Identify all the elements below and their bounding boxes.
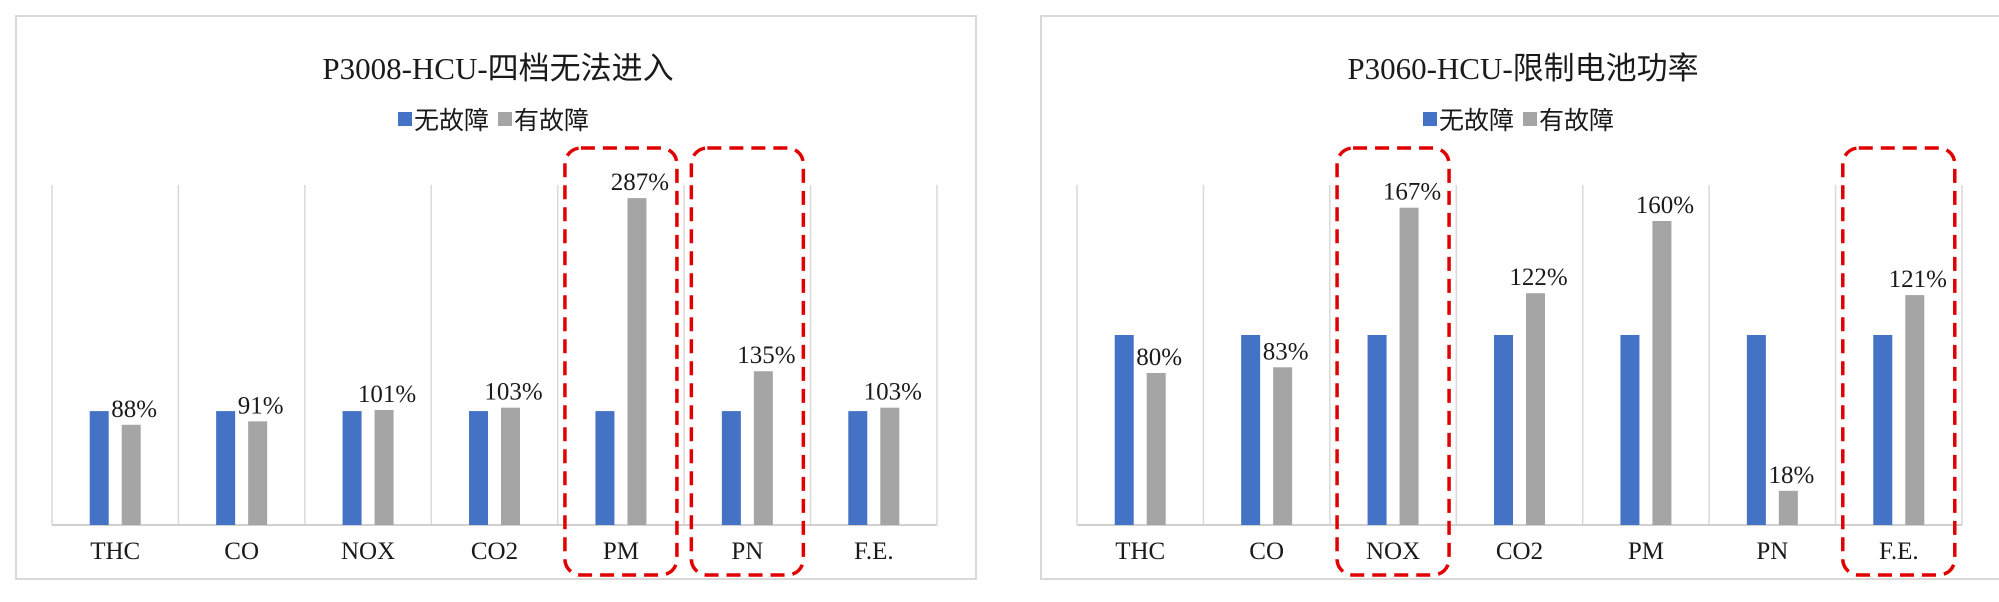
data-label-PM: 287% (611, 169, 669, 196)
bar-无故障-CO (1241, 335, 1261, 525)
bar-有故障-F.E. (1905, 295, 1925, 525)
gridlines (1076, 185, 1963, 525)
bar-无故障-CO (216, 411, 236, 525)
bar-有故障-CO2 (501, 407, 520, 525)
bar-无故障-PM (1620, 335, 1640, 525)
x-tick-label-NOX: NOX (1366, 538, 1420, 565)
chart-title: P3008-HCU-四档无法进入 (322, 51, 673, 86)
x-tick-label-PM: PM (1628, 538, 1664, 565)
data-label-F.E.: 103% (864, 379, 922, 406)
bar-有故障-PN (753, 371, 773, 525)
highlight-box-PM (563, 146, 679, 577)
data-label-NOX: 167% (1383, 179, 1441, 206)
bar-无故障-NOX (342, 411, 362, 525)
bar-有故障-PM (1652, 221, 1672, 525)
legend-label-0: 无故障 (1439, 106, 1514, 135)
data-label-NOX: 101% (358, 381, 416, 408)
highlight-box-NOX (1335, 146, 1451, 577)
legend-swatch-1 (498, 112, 512, 126)
x-tick-label-PN: PN (1756, 538, 1788, 565)
chart-panel-left: P3008-HCU-四档无法进入无故障 有故障 88% THC 91% CO 101% NOX… (15, 15, 977, 580)
x-tick-label-F.E.: F.E. (1879, 538, 1919, 565)
data-label-CO: 91% (238, 392, 284, 419)
bar-有故障-NOX (1399, 207, 1419, 525)
bar-有故障-PN (1778, 490, 1798, 525)
bar-有故障-CO2 (1526, 293, 1545, 525)
legend: 无故障 有故障 (398, 106, 589, 135)
bar-无故障-CO2 (1494, 335, 1513, 525)
data-label-PN: 18% (1768, 462, 1814, 489)
legend-swatch-1 (1523, 112, 1537, 126)
x-tick-label-THC: THC (1115, 538, 1165, 565)
x-tick-label-CO2: CO2 (1496, 538, 1543, 565)
data-label-THC: 80% (1136, 344, 1182, 371)
highlight-box-F.E. (1841, 146, 1957, 577)
legend-label-1: 有故障 (514, 106, 589, 135)
bar-有故障-THC (1146, 373, 1166, 525)
data-label-PN: 135% (737, 342, 795, 369)
bar-有故障-NOX (374, 409, 394, 525)
data-label-F.E.: 121% (1889, 266, 1947, 293)
bar-无故障-PN (721, 411, 741, 525)
data-label-PM: 160% (1636, 192, 1694, 219)
gridlines (51, 185, 938, 525)
x-tick-label-CO: CO (224, 538, 259, 565)
legend-label-1: 有故障 (1539, 106, 1614, 135)
legend: 无故障 有故障 (1423, 106, 1614, 135)
bar-有故障-F.E. (880, 407, 900, 525)
bar-无故障-THC (1114, 335, 1134, 525)
bar-有故障-CO (1273, 367, 1293, 525)
chart-panel-right: P3060-HCU-限制电池功率无故障 有故障 80% THC 83% CO 167% NOX… (1040, 15, 1999, 580)
highlight-box-PN (689, 146, 806, 577)
x-tick-label-PN: PN (731, 538, 763, 565)
bar-有故障-THC (121, 424, 141, 525)
x-tick-label-F.E.: F.E. (854, 538, 894, 565)
bar-无故障-F.E. (848, 411, 868, 525)
bar-无故障-PN (1746, 335, 1766, 525)
bar-无故障-THC (89, 411, 109, 525)
bar-有故障-PM (627, 198, 647, 525)
bar-无故障-NOX (1367, 335, 1387, 525)
bar-无故障-F.E. (1873, 335, 1893, 525)
chart-title: P3060-HCU-限制电池功率 (1347, 51, 1698, 86)
data-label-THC: 88% (111, 396, 157, 423)
legend-swatch-0 (1423, 112, 1437, 126)
x-tick-label-CO: CO (1249, 538, 1284, 565)
data-label-CO: 83% (1263, 338, 1309, 365)
data-label-CO2: 103% (484, 379, 542, 406)
x-tick-label-CO2: CO2 (471, 538, 518, 565)
bar-无故障-PM (595, 411, 615, 525)
bar-无故障-CO2 (469, 411, 488, 525)
data-label-CO2: 122% (1509, 264, 1567, 291)
x-tick-label-NOX: NOX (341, 538, 395, 565)
x-tick-label-THC: THC (90, 538, 140, 565)
legend-label-0: 无故障 (414, 106, 489, 135)
x-tick-label-PM: PM (603, 538, 639, 565)
bar-有故障-CO (248, 421, 268, 525)
legend-swatch-0 (398, 112, 412, 126)
